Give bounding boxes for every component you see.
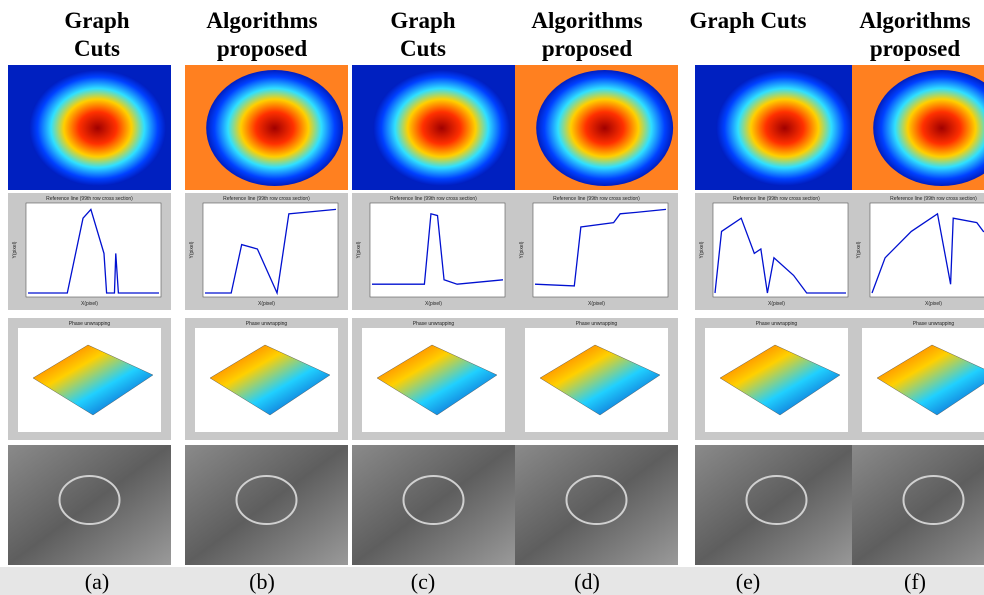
reconstruction-detail (902, 475, 965, 525)
plot-title: Reference line (99th row cross section) (223, 196, 310, 202)
reconstruction-detail (235, 475, 298, 525)
reconstruction (8, 445, 171, 565)
depth-map (873, 70, 984, 186)
surface-title: Phase unwrapping (413, 321, 455, 327)
plot-area (712, 202, 849, 298)
plot-line (372, 212, 504, 285)
plot-line (534, 208, 667, 287)
caption: (b) (249, 569, 275, 594)
column-header: proposed (542, 36, 633, 61)
column-header: proposed (217, 36, 308, 61)
plot-y-label: Y(pixel) (519, 241, 525, 258)
plot-line (205, 208, 337, 296)
depth-map (373, 70, 511, 186)
plot-title: Reference line (99th row cross section) (733, 196, 820, 202)
plot-x-label: X(pixel) (81, 301, 98, 307)
plot-area (202, 202, 339, 298)
caption: (a) (85, 569, 109, 594)
surface (32, 344, 154, 416)
surface-title: Phase unwrapping (246, 321, 288, 327)
column-header: Algorithms (859, 8, 970, 33)
caption: (e) (736, 569, 760, 594)
surface (209, 344, 331, 416)
reconstruction-detail (402, 475, 465, 525)
column-header: Cuts (74, 36, 120, 61)
column-header: Graph (390, 8, 455, 33)
plot-x-label: X(pixel) (588, 301, 605, 307)
depth-map (536, 70, 674, 186)
column-header: Graph Cuts (690, 8, 807, 33)
plot-area (532, 202, 669, 298)
surface (719, 344, 841, 416)
reconstruction (852, 445, 984, 565)
depth-map (206, 70, 344, 186)
surface (876, 344, 984, 416)
surface-title: Phase unwrapping (576, 321, 618, 327)
plot-area (869, 202, 984, 298)
column-header: Cuts (400, 36, 446, 61)
surface-title: Phase unwrapping (756, 321, 798, 327)
depth-map (716, 70, 854, 186)
plot-y-label: Y(pixel) (356, 241, 362, 258)
plot-x-label: X(pixel) (925, 301, 942, 307)
reconstruction-detail (565, 475, 628, 525)
plot-line (714, 217, 846, 294)
plot-title: Reference line (99th row cross section) (890, 196, 977, 202)
caption: (c) (411, 569, 435, 594)
caption: (f) (904, 569, 926, 594)
depth-map (29, 70, 167, 186)
column-header: Algorithms (531, 8, 642, 33)
plot-y-label: Y(pixel) (189, 241, 195, 258)
plot-x-label: X(pixel) (768, 301, 785, 307)
plot-title: Reference line (99th row cross section) (46, 196, 133, 202)
reconstruction (695, 445, 858, 565)
column-header: proposed (870, 36, 961, 61)
plot-line (28, 208, 159, 294)
caption-bar (0, 567, 984, 595)
plot-x-label: X(pixel) (425, 301, 442, 307)
plot-y-label: Y(pixel) (856, 241, 862, 258)
plot-y-label: Y(pixel) (12, 241, 18, 258)
plot-y-label: Y(pixel) (699, 241, 705, 258)
surface (539, 344, 661, 416)
caption: (d) (574, 569, 600, 594)
plot-x-label: X(pixel) (258, 301, 275, 307)
column-header: Algorithms (206, 8, 317, 33)
plot-title: Reference line (99th row cross section) (390, 196, 477, 202)
reconstruction (185, 445, 348, 565)
reconstruction-detail (745, 475, 808, 525)
reconstruction-detail (58, 475, 121, 525)
reconstruction (515, 445, 678, 565)
surface (376, 344, 498, 416)
plot-title: Reference line (99th row cross section) (553, 196, 640, 202)
surface-title: Phase unwrapping (69, 321, 111, 327)
column-header: Graph (64, 8, 129, 33)
surface-title: Phase unwrapping (913, 321, 955, 327)
reconstruction (352, 445, 515, 565)
plot-line (871, 212, 984, 294)
